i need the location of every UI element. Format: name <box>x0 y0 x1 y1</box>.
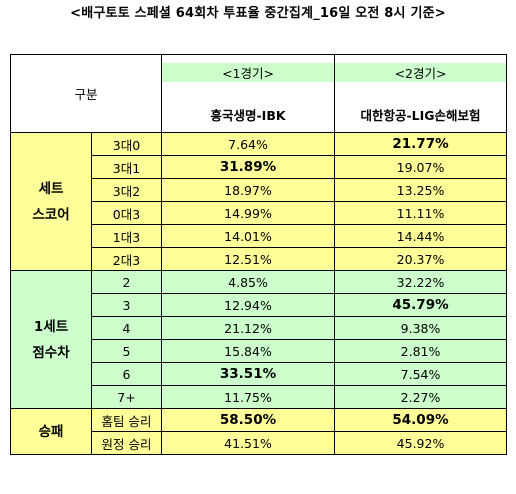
game2-value: 54.09% <box>334 408 508 432</box>
row-label: 1대3 <box>90 224 163 248</box>
row-label: 홈팀 승리 <box>90 408 163 432</box>
section-label-line1: 세트 <box>38 180 64 197</box>
game2-value: 11.11% <box>334 201 508 225</box>
game2-value: 7.54% <box>334 362 508 386</box>
header-row: 구분 <1경기> 흥국생명-IBK <2경기> 대한항공-LIG손해보험 <box>9 54 508 133</box>
game1-value: 12.94% <box>161 293 336 317</box>
section-label-line2: 점수차 <box>32 344 70 361</box>
game1-value: 11.75% <box>161 385 336 409</box>
category-header: 구분 <box>9 54 163 133</box>
game1-value: 4.85% <box>161 270 336 294</box>
game2-header: <2경기> 대한항공-LIG손해보험 <box>334 54 508 133</box>
table-row: 6 33.51% 7.54% <box>11 362 508 386</box>
row-label: 원정 승리 <box>90 431 163 455</box>
game2-value: 14.44% <box>334 224 508 248</box>
game1-value: 18.97% <box>161 178 336 202</box>
game2-value: 19.07% <box>334 155 508 179</box>
row-label: 0대3 <box>90 201 163 225</box>
game1-header: <1경기> 흥국생명-IBK <box>161 54 336 133</box>
game1-value: 21.12% <box>161 316 336 340</box>
table-row: 세트 스코어 3대0 7.64% 21.77% <box>10 132 508 271</box>
game1-teams: 흥국생명-IBK <box>210 108 286 123</box>
section-label-line1: 승패 <box>38 423 64 440</box>
row-label: 7+ <box>90 385 163 409</box>
game1-value: 14.01% <box>161 224 336 248</box>
page-title: <배구토토 스페셜 64회차 투표율 중간집계_16일 오전 8시 기준> <box>70 6 446 21</box>
game2-teams: 대한항공-LIG손해보험 <box>360 108 481 123</box>
table-row: 0대3 14.99% 11.11% <box>11 201 508 225</box>
table-row: 2대3 12.51% 20.37% <box>11 247 508 271</box>
game2-value: 21.77% <box>334 132 508 156</box>
section-label-line2: 스코어 <box>32 206 70 223</box>
game2-value: 32.22% <box>334 270 508 294</box>
game1-value: 33.51% <box>161 362 336 386</box>
row-label: 2 <box>90 270 163 294</box>
row-label: 3대2 <box>90 178 163 202</box>
game2-value: 45.79% <box>334 293 508 317</box>
game2-label: <2경기> <box>335 63 506 82</box>
table-row: 5 15.84% 2.81% <box>11 339 508 363</box>
game1-label: <1경기> <box>162 63 334 82</box>
row-label: 5 <box>90 339 163 363</box>
table-row: 원정 승리 41.51% 45.92% <box>11 431 508 455</box>
row-label: 3 <box>90 293 163 317</box>
game2-value: 20.37% <box>334 247 508 271</box>
game1-value: 41.51% <box>161 431 336 455</box>
game1-value: 58.50% <box>161 408 336 432</box>
game1-value: 15.84% <box>161 339 336 363</box>
table-row: 7+ 11.75% 2.27% <box>11 385 508 409</box>
table-row: 4 21.12% 9.38% <box>11 316 508 340</box>
game2-value: 2.81% <box>334 339 508 363</box>
row-label: 6 <box>90 362 163 386</box>
row-label: 3대1 <box>90 155 163 179</box>
game1-value: 7.64% <box>161 132 336 156</box>
row-label: 4 <box>90 316 163 340</box>
row-label: 2대3 <box>90 247 163 271</box>
game1-value: 31.89% <box>161 155 336 179</box>
table-row: 1세트 점수차 2 4.85% 32.22% <box>10 270 508 409</box>
section-label-line1: 1세트 <box>33 318 69 335</box>
game1-value: 14.99% <box>161 201 336 225</box>
game2-value: 2.27% <box>334 385 508 409</box>
game2-value: 9.38% <box>334 316 508 340</box>
game1-value: 12.51% <box>161 247 336 271</box>
section-label: 승패 <box>10 408 92 455</box>
row-label: 3대0 <box>90 132 163 156</box>
table-row: 1대3 14.01% 14.44% <box>11 224 508 248</box>
game2-value: 13.25% <box>334 178 508 202</box>
game2-value: 45.92% <box>334 431 508 455</box>
table-row: 승패 홈팀 승리 58.50% 54.09% <box>10 408 508 455</box>
